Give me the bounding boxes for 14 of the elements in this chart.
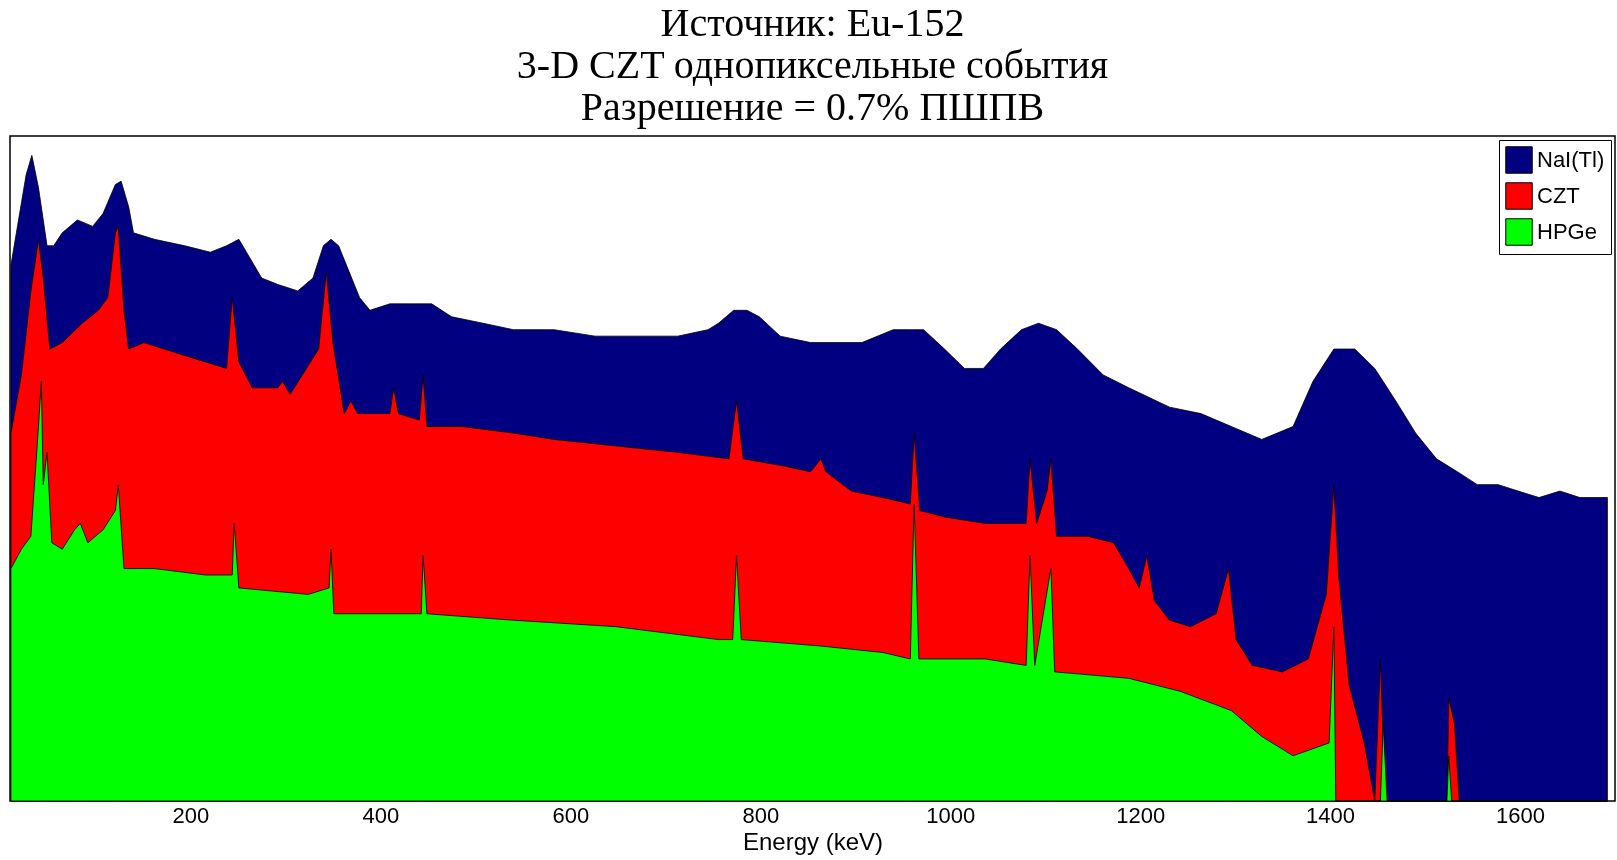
x-tick-label: 1200 <box>1116 802 1166 828</box>
legend-label: NaI(Tl) <box>1537 147 1605 172</box>
chart-subtitle: 3-D CZT однопиксельные события Разрешение = 0.7% ПШПВ <box>516 42 1109 129</box>
legend-label: HPGe <box>1537 219 1597 244</box>
chart-title: Источник: Eu-152 <box>660 0 965 45</box>
x-tick-label: 400 <box>362 802 400 828</box>
x-tick-label: 1600 <box>1496 802 1546 828</box>
legend-label: CZT <box>1537 183 1580 208</box>
x-axis-title: Energy (keV) <box>742 827 884 855</box>
x-tick-label: 800 <box>742 802 780 828</box>
x-tick-label: 1000 <box>926 802 976 828</box>
x-tick-label: 600 <box>552 802 590 828</box>
x-tick-label: 200 <box>172 802 210 828</box>
x-tick-label: 1400 <box>1306 802 1356 828</box>
